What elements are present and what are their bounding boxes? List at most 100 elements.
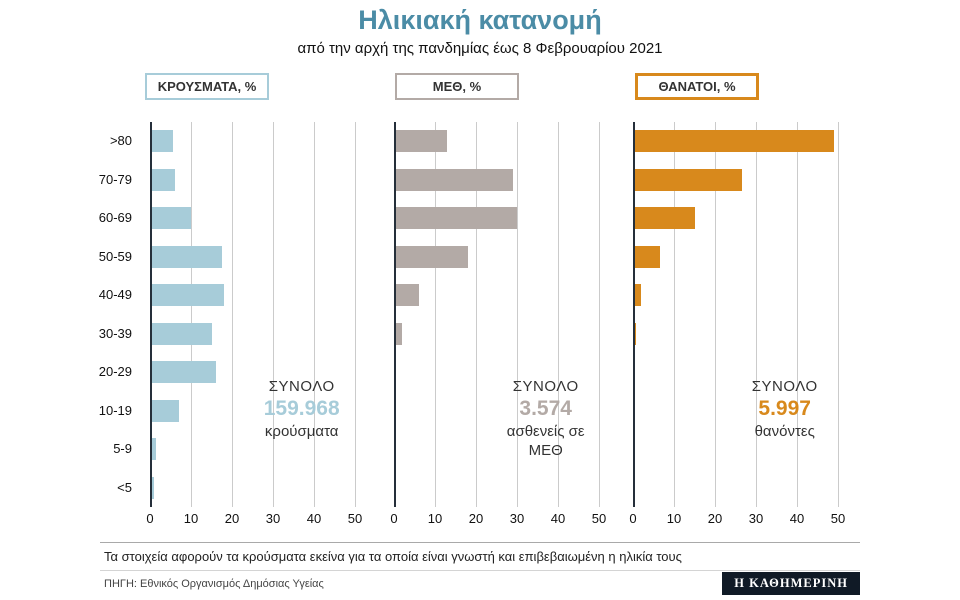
bar: [150, 284, 224, 307]
bar: [150, 399, 179, 422]
total-label: ΣΥΝΟΛΟ: [512, 378, 579, 395]
x-tick-label: 50: [347, 511, 363, 526]
bar-row: [633, 238, 838, 277]
gridline: [558, 122, 559, 507]
bar-row: [633, 469, 838, 508]
panel-cases: 0 10 20 30 40 50 ΣΥΝΟΛΟ 159.968 κρούσματα: [146, 122, 362, 526]
x-tick-label: 0: [629, 511, 637, 526]
total-value: 3.574: [519, 397, 572, 420]
footnote: Τα στοιχεία αφορούν τα κρούσματα εκείνα …: [104, 549, 682, 564]
gridline: [756, 122, 757, 507]
panel-icu: 0 10 20 30 40 50 ΣΥΝΟΛΟ 3.574 ασθενείς σε ΜΕΘ: [390, 122, 606, 526]
y-axis-label: 30-39: [98, 325, 132, 341]
bar: [633, 284, 642, 307]
y-axis-label: 5-9: [113, 441, 132, 456]
total-unit: θανόντες: [754, 423, 815, 440]
bar: [633, 168, 742, 191]
x-tick-label: 50: [591, 511, 607, 526]
bar-row: [150, 469, 355, 508]
bar-row: [150, 161, 355, 200]
bar-row: [633, 276, 838, 315]
y-axis-line: [150, 122, 152, 507]
bar-row: [394, 199, 599, 238]
bar-row: [633, 315, 838, 354]
bar-row: [150, 392, 355, 431]
y-axis-label: 60-69: [98, 210, 132, 225]
bar-row: [150, 430, 355, 469]
gridline: [355, 122, 356, 507]
bar-row: [394, 469, 599, 508]
legend-cases: ΚΡΟΥΣΜΑΤΑ, %: [145, 73, 269, 100]
y-axis-line: [394, 122, 396, 507]
bar: [394, 168, 513, 191]
x-tick-label: 10: [183, 511, 199, 526]
gridline: [191, 122, 192, 507]
bar-row: [394, 122, 599, 161]
y-axis-label: 20-29: [98, 364, 132, 379]
x-tick-label: 30: [265, 511, 281, 526]
x-tick-labels: 0 10 20 30 40 50: [390, 507, 606, 527]
y-axis-label: <5: [117, 479, 132, 495]
y-axis-label: 50-59: [98, 248, 132, 264]
bar-row: [633, 122, 838, 161]
x-tick-label: 10: [427, 511, 443, 526]
gridline: [599, 122, 600, 507]
bars-icu: [394, 122, 599, 507]
bar-row: [394, 276, 599, 315]
bar: [150, 245, 222, 268]
x-tick-labels: 0 10 20 30 40 50: [629, 507, 845, 527]
total-deaths: ΣΥΝΟΛΟ 5.997 θανόντες: [727, 378, 842, 442]
y-axis-line: [633, 122, 635, 507]
gridline: [273, 122, 274, 507]
total-label: ΣΥΝΟΛΟ: [268, 378, 335, 395]
bar: [150, 361, 216, 384]
bar: [394, 322, 403, 345]
gridline: [674, 122, 675, 507]
x-tick-label: 30: [748, 511, 764, 526]
x-tick-label: 50: [830, 511, 846, 526]
x-tick-label: 30: [509, 511, 525, 526]
legend-deaths: ΘΑΝΑΤΟΙ, %: [635, 73, 759, 100]
legend-icu: ΜΕΘ, %: [395, 73, 519, 100]
total-icu: ΣΥΝΟΛΟ 3.574 ασθενείς σε ΜΕΘ: [488, 378, 603, 461]
bar-row: [633, 161, 838, 200]
bar-row: [633, 199, 838, 238]
bar-row: [150, 199, 355, 238]
x-tick-label: 20: [707, 511, 723, 526]
total-unit: ασθενείς σε ΜΕΘ: [506, 423, 585, 459]
page-subtitle: από την αρχή της πανδημίας έως 8 Φεβρουα…: [297, 40, 663, 57]
bars-cases: [150, 122, 355, 507]
gridline: [435, 122, 436, 507]
x-tick-labels: 0 10 20 30 40 50: [146, 507, 362, 527]
bar-row: [150, 238, 355, 277]
y-axis-label: 40-49: [98, 287, 132, 302]
bar: [633, 130, 834, 153]
x-tick-label: 40: [550, 511, 566, 526]
x-tick-label: 40: [306, 511, 322, 526]
bar-row: [394, 161, 599, 200]
x-tick-label: 10: [666, 511, 682, 526]
bar: [150, 476, 155, 499]
bar-row: [150, 122, 355, 161]
y-axis-labels: >80 70-79 60-69 50-59 40-49 30-39 20-29 10-19 5-…: [90, 122, 142, 507]
bar: [394, 207, 517, 230]
bar: [394, 130, 448, 153]
bar: [150, 130, 173, 153]
total-unit: κρούσματα: [264, 423, 339, 440]
source-credit: ΠΗΓΗ: Εθνικός Οργανισμός Δημόσιας Υγείας: [104, 578, 324, 590]
gridlines: [394, 122, 600, 507]
total-value: 5.997: [758, 397, 811, 420]
bar: [150, 207, 191, 230]
page-title: Ηλικιακή κατανομή: [358, 5, 602, 35]
total-value: 159.968: [263, 397, 340, 420]
gridlines: [633, 122, 839, 507]
y-axis-label: 10-19: [98, 402, 132, 418]
gridline: [797, 122, 798, 507]
x-tick-label: 20: [468, 511, 484, 526]
y-axis-label: 70-79: [98, 171, 132, 187]
y-axis-label: >80: [109, 133, 132, 148]
gridline: [476, 122, 477, 507]
bars-deaths: [633, 122, 838, 507]
bar-row: [150, 353, 355, 392]
bar: [150, 322, 212, 345]
